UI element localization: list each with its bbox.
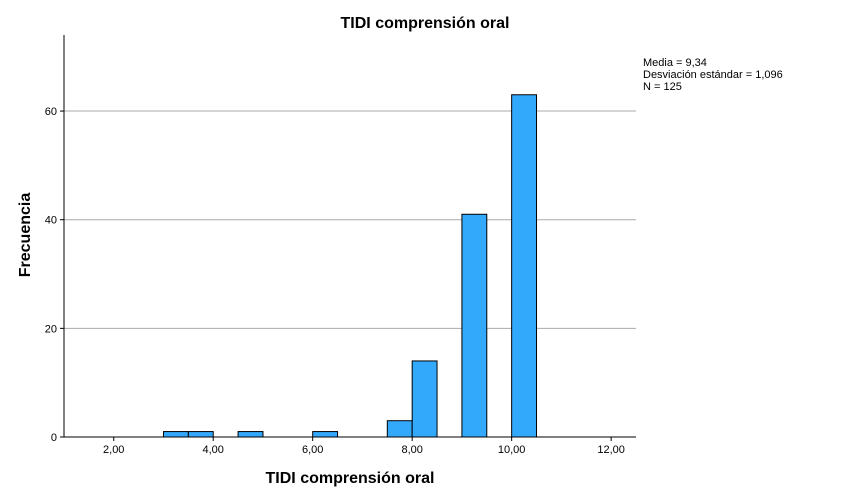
x-tick-label-5: 12,00: [597, 444, 625, 456]
y-tick-label-1: 20: [45, 323, 57, 335]
x-ticks: 2,00 4,00 6,00 8,00 10,00 12,00: [103, 437, 625, 456]
stats-n: N = 125: [643, 81, 682, 93]
y-tick-label-2: 40: [45, 215, 57, 227]
bar-4: [386, 420, 413, 438]
x-tick-label-3: 8,00: [401, 444, 422, 456]
chart-title: TIDI comprensión oral: [341, 15, 510, 32]
bar-3: [312, 431, 339, 438]
bar-1: [187, 431, 214, 438]
x-axis-title: TIDI comprensión oral: [266, 470, 435, 487]
bar-0: [162, 431, 189, 438]
gridlines: [64, 110, 636, 329]
x-tick-label-0: 2,00: [103, 444, 124, 456]
y-axis-title: Frecuencia: [17, 193, 34, 278]
stats-annotation: Media = 9,34 Desviación estándar = 1,096…: [643, 57, 783, 93]
y-tick-label-0: 0: [51, 432, 57, 444]
stats-mean: Media = 9,34: [643, 57, 707, 69]
bar-2: [237, 431, 264, 438]
y-ticks: 0 20 40 60: [45, 106, 64, 444]
bar-6: [461, 213, 488, 438]
bars: [162, 94, 538, 438]
x-tick-label-4: 10,00: [498, 444, 526, 456]
stats-std: Desviación estándar = 1,096: [643, 69, 783, 81]
bar-7: [511, 94, 538, 438]
x-tick-label-1: 4,00: [203, 444, 224, 456]
bar-5: [411, 360, 438, 438]
x-tick-label-2: 6,00: [302, 444, 323, 456]
y-tick-label-3: 60: [45, 106, 57, 118]
